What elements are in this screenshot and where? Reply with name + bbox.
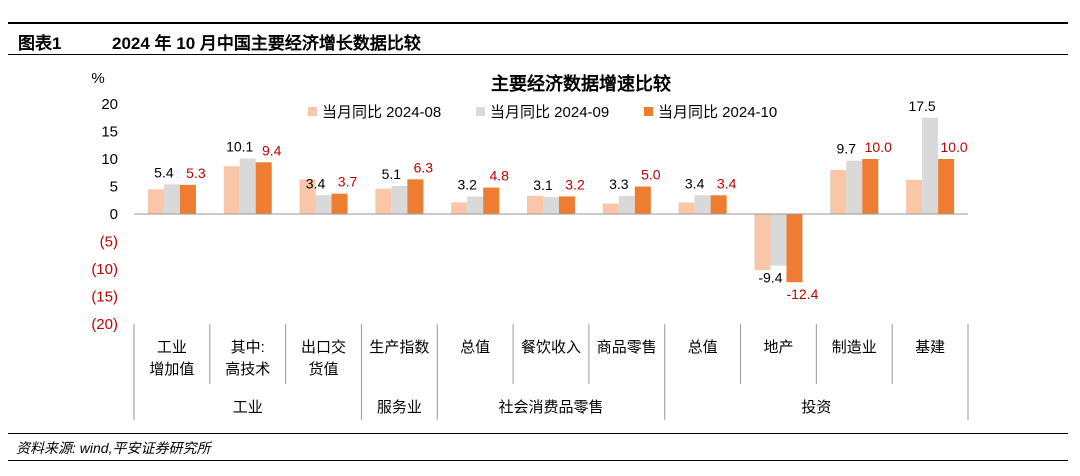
data-label: 6.3 [414, 159, 434, 175]
legend-swatch [644, 107, 653, 116]
bar [710, 195, 727, 214]
group-label: 社会消费品零售 [498, 399, 603, 416]
figure-title: 2024 年 10 月中国主要经济增长数据比较 [112, 34, 421, 53]
y-tick-label: 0 [110, 206, 118, 223]
figure-number: 图表1 [18, 34, 62, 53]
bar [467, 196, 484, 214]
bar [694, 195, 711, 214]
data-label: -12.4 [786, 286, 818, 302]
category-label: 制造业 [832, 339, 877, 356]
group-label: 服务业 [377, 399, 422, 416]
legend-swatch [308, 107, 317, 116]
bar [846, 160, 863, 214]
bar [527, 195, 543, 214]
data-label: 3.1 [533, 177, 553, 193]
data-label: 10.1 [226, 138, 253, 154]
bar [770, 214, 787, 266]
bar [678, 202, 695, 214]
bar [147, 189, 164, 214]
data-label: 17.5 [908, 98, 935, 114]
bar [754, 214, 771, 271]
bar [223, 166, 240, 214]
category-label: 商品零售 [597, 339, 657, 356]
data-label: 5.4 [154, 164, 174, 180]
y-tick-label: (15) [91, 289, 118, 306]
data-label: 4.8 [489, 168, 509, 184]
bar [331, 193, 348, 214]
bar [239, 158, 256, 214]
group-label: 工业 [233, 399, 263, 416]
figure-footer: 资料来源: wind,平安证券研究所 [8, 433, 1068, 461]
bar [618, 195, 635, 214]
source-note: 资料来源: wind,平安证券研究所 [16, 440, 211, 456]
bar [559, 196, 575, 214]
y-tick-label: (20) [91, 316, 118, 333]
bar [602, 203, 619, 214]
data-label: 3.2 [565, 176, 585, 192]
bar [391, 185, 408, 214]
category-label: 生产指数 [369, 339, 429, 356]
data-label: 9.4 [262, 142, 282, 158]
category-label: 其中: [231, 339, 265, 356]
data-label: 3.3 [609, 176, 629, 192]
data-label: 10.0 [865, 139, 892, 155]
bar [938, 159, 955, 214]
y-tick-label: 5 [110, 179, 118, 196]
category-label: 总值 [688, 339, 718, 356]
category-label: 工业 [157, 339, 187, 356]
bar [315, 195, 332, 214]
y-axis-unit: % [91, 70, 104, 87]
category-label: 增加值 [149, 361, 194, 378]
chart-title: 主要经济数据增速比较 [491, 73, 671, 94]
bar [483, 187, 500, 214]
bar [451, 202, 468, 214]
bar [906, 179, 923, 214]
category-label: 基建 [915, 339, 945, 356]
y-tick-label: 15 [101, 124, 118, 141]
data-label: 9.7 [837, 141, 857, 157]
y-tick-label: 20 [101, 96, 118, 113]
bar [407, 179, 424, 214]
data-label: 3.4 [306, 175, 326, 191]
bar [786, 214, 803, 283]
bar [922, 117, 939, 214]
bar [299, 179, 316, 214]
category-label: 餐饮收入 [521, 339, 581, 356]
group-label: 投资 [801, 399, 831, 416]
category-label: 总值 [460, 339, 490, 356]
data-label: 3.7 [338, 174, 358, 190]
data-label: -9.4 [758, 270, 782, 286]
bar [375, 188, 392, 214]
legend-label: 当月同比 2024-09 [490, 104, 609, 121]
data-label: 5.0 [641, 167, 661, 183]
bar [179, 184, 196, 214]
data-label: 3.4 [685, 175, 705, 191]
data-label: 5.3 [186, 165, 206, 181]
category-label: 地产 [763, 339, 793, 356]
y-tick-label: (5) [100, 234, 118, 251]
data-label: 5.1 [382, 166, 402, 182]
bar [634, 186, 651, 214]
category-label: 出口交 [301, 338, 346, 356]
category-label: 高技术 [225, 361, 270, 378]
bar [830, 170, 847, 214]
figure-header: 图表1 2024 年 10 月中国主要经济增长数据比较 [8, 22, 1068, 55]
data-label: 10.0 [940, 139, 967, 155]
bar [163, 184, 180, 214]
data-label: 3.4 [717, 175, 737, 191]
category-label: 货值 [309, 361, 339, 378]
y-tick-label: (10) [91, 261, 118, 278]
data-label: 3.2 [457, 176, 477, 192]
bar [862, 159, 879, 214]
bar [255, 162, 272, 214]
legend-label: 当月同比 2024-10 [658, 104, 777, 121]
legend-label: 当月同比 2024-08 [322, 104, 441, 121]
legend-swatch [476, 107, 485, 116]
bar [543, 196, 559, 214]
y-tick-label: 10 [101, 151, 118, 168]
